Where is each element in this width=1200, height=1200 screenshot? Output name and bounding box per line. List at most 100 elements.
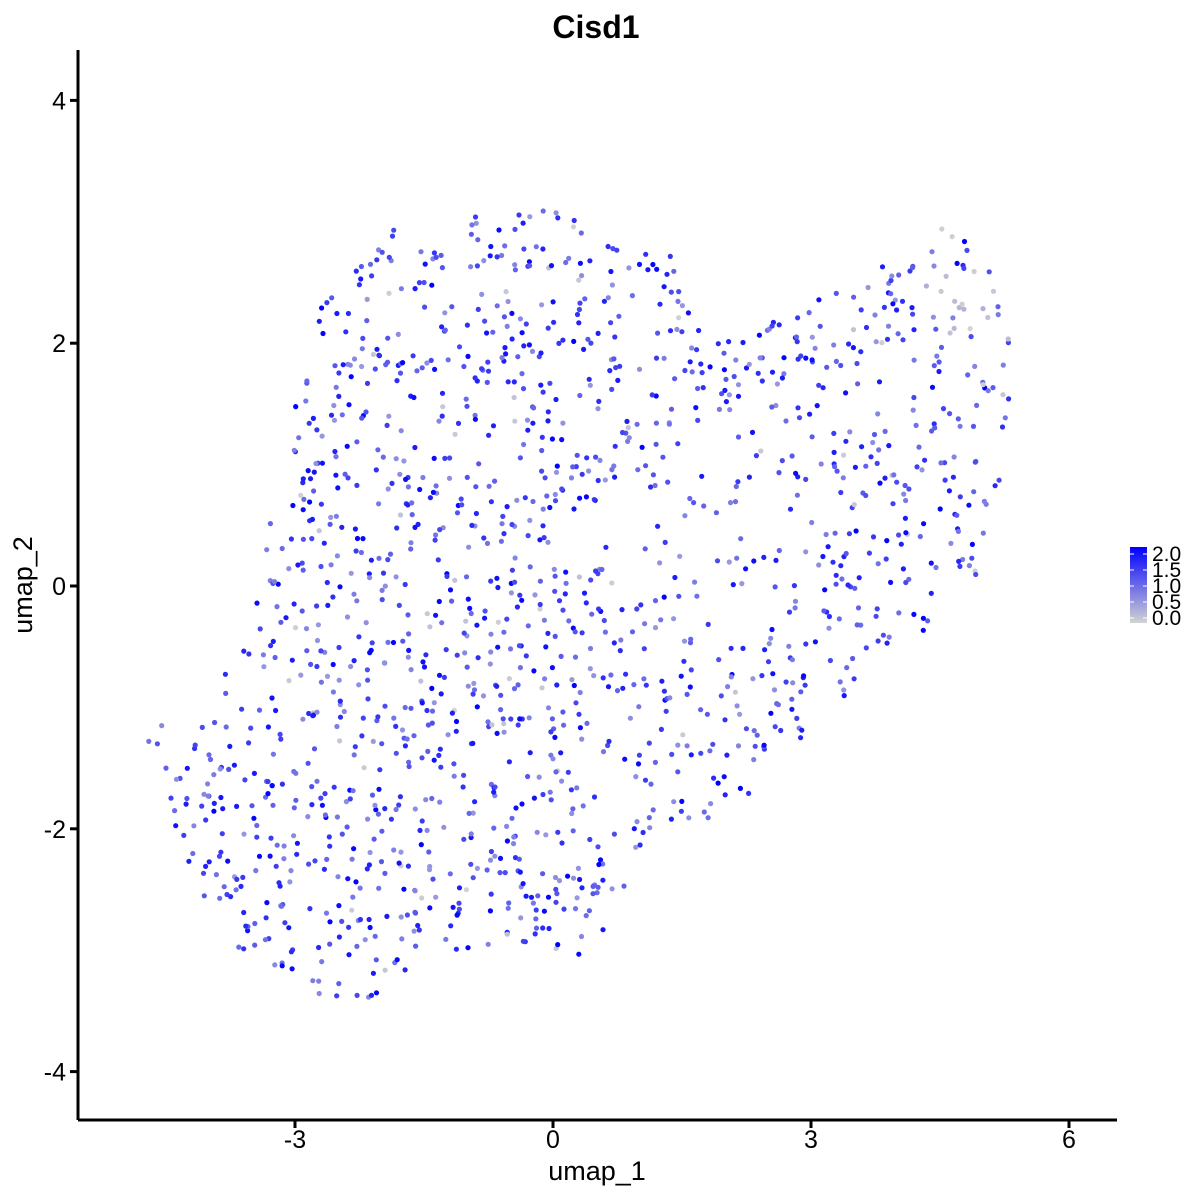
cell-point xyxy=(636,261,643,267)
cell-point xyxy=(647,825,653,831)
cell-point xyxy=(445,732,451,738)
cell-point xyxy=(947,411,953,417)
cell-point xyxy=(921,521,927,527)
cell-point xyxy=(552,633,558,640)
cell-point xyxy=(442,327,448,333)
cell-point xyxy=(304,378,310,384)
cell-point xyxy=(896,610,902,616)
cell-point xyxy=(509,310,515,316)
cell-point xyxy=(344,443,350,449)
x-tick-label: 0 xyxy=(546,1126,560,1154)
cell-point xyxy=(279,963,285,969)
cell-point xyxy=(432,366,438,372)
cell-point xyxy=(461,772,467,778)
cell-point xyxy=(163,765,169,771)
cell-point xyxy=(289,966,295,972)
cell-point xyxy=(885,323,892,329)
cell-point xyxy=(201,893,207,899)
cell-point xyxy=(398,428,404,434)
cell-point xyxy=(484,330,490,336)
cell-point xyxy=(217,895,223,901)
cell-point xyxy=(397,471,403,477)
cell-point xyxy=(442,455,448,461)
cell-point xyxy=(350,788,356,794)
cell-point xyxy=(324,300,330,306)
cell-point xyxy=(614,688,621,694)
cell-point xyxy=(416,927,422,933)
cell-point xyxy=(622,756,628,762)
cell-point xyxy=(911,394,917,401)
cell-point xyxy=(159,723,165,729)
cell-point xyxy=(755,370,761,376)
cell-point xyxy=(555,942,561,948)
cell-point xyxy=(876,379,883,385)
cell-point xyxy=(369,792,376,798)
cell-point xyxy=(597,857,604,863)
cell-point xyxy=(700,385,706,391)
cell-point xyxy=(241,831,247,837)
cell-point xyxy=(657,560,663,566)
cell-point xyxy=(708,801,714,807)
cell-point xyxy=(438,764,444,770)
cell-point xyxy=(547,789,553,795)
cell-point xyxy=(896,272,902,278)
cell-point xyxy=(981,498,988,504)
cell-point xyxy=(327,919,333,925)
cell-point xyxy=(681,638,688,644)
cell-point xyxy=(278,903,285,909)
cell-point xyxy=(475,655,481,661)
cell-point xyxy=(433,894,439,900)
cell-point xyxy=(274,604,280,610)
cell-point xyxy=(252,920,258,927)
cell-point xyxy=(495,619,501,625)
cell-point xyxy=(779,458,785,464)
cell-point xyxy=(539,434,545,440)
cell-point xyxy=(766,641,772,647)
cell-point xyxy=(580,803,586,809)
cell-point xyxy=(334,993,340,999)
cell-point xyxy=(735,743,742,749)
cell-point xyxy=(461,836,467,842)
cell-point xyxy=(911,327,917,333)
cell-point xyxy=(572,654,579,660)
cell-point xyxy=(850,327,857,333)
cell-point xyxy=(519,371,525,377)
cell-point xyxy=(517,665,524,671)
cell-point xyxy=(838,362,844,369)
cell-point xyxy=(333,513,339,519)
cell-point xyxy=(463,618,469,624)
cell-point xyxy=(646,815,652,821)
cell-point xyxy=(402,743,408,749)
cell-point xyxy=(746,474,753,480)
cell-point xyxy=(397,370,404,376)
cell-point xyxy=(314,709,320,715)
cell-point xyxy=(379,587,385,594)
cell-point xyxy=(446,475,453,481)
cell-point xyxy=(388,816,394,822)
cell-point xyxy=(769,626,775,633)
cell-point xyxy=(964,247,970,253)
cell-point xyxy=(671,799,677,805)
cell-point xyxy=(436,418,442,424)
cell-point xyxy=(581,346,587,352)
cell-point xyxy=(288,536,294,542)
cell-point xyxy=(433,483,439,489)
cell-point xyxy=(439,413,445,419)
cell-point xyxy=(348,663,354,670)
cell-point xyxy=(365,816,371,822)
cell-point xyxy=(391,847,397,853)
cell-point xyxy=(343,799,349,805)
cell-point xyxy=(833,358,840,364)
cell-point xyxy=(533,907,539,913)
cell-point xyxy=(874,606,880,612)
cell-point xyxy=(718,693,724,699)
y-tick-label: -4 xyxy=(44,1059,66,1087)
cell-point xyxy=(482,318,488,324)
cell-point xyxy=(950,315,956,321)
cell-point xyxy=(693,405,699,411)
cell-point xyxy=(578,230,584,236)
cell-point xyxy=(833,572,839,578)
cell-point xyxy=(251,815,257,821)
cell-point xyxy=(705,621,711,628)
cell-point xyxy=(294,840,300,846)
